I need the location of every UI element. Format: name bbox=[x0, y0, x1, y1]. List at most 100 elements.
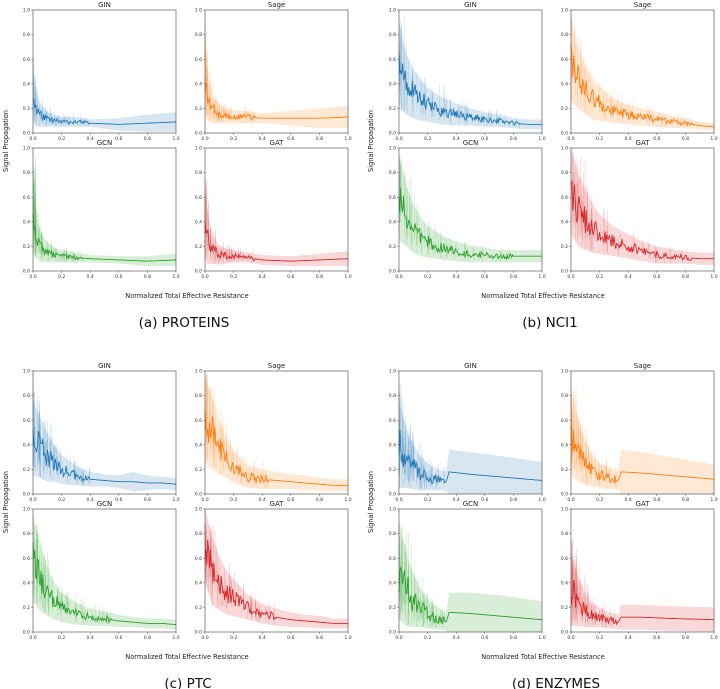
x-axis-label: Normalized Total Effective Resistance bbox=[125, 653, 248, 661]
subplot-gcn: GCN 0.0 0.2 0.4 0.6 0.8 1.0 0.0 0.2 0.4 0.6 0.8 1.0 bbox=[389, 500, 546, 641]
y-tick-label: 0.4 bbox=[195, 580, 202, 586]
x-tick-label: 0.6 bbox=[115, 136, 122, 142]
confidence-band bbox=[399, 22, 542, 130]
subplot-sage: Sage 0.0 0.2 0.4 0.6 0.8 1.0 0.0 0.2 0.4 0.6 0.8 1.0 bbox=[561, 362, 718, 503]
x-tick-label: 0.2 bbox=[596, 136, 603, 142]
y-tick-label: 0.2 bbox=[561, 605, 568, 611]
subplot-gin: GIN 0.0 0.2 0.4 0.6 0.8 1.0 0.0 0.2 0.4 0.6 0.8 1.0 bbox=[389, 362, 546, 503]
y-tick-label: 0.8 bbox=[389, 531, 396, 537]
x-tick-label: 0.4 bbox=[625, 635, 632, 641]
x-tick-label: 0.0 bbox=[567, 635, 574, 641]
y-tick-label: 0.6 bbox=[561, 556, 568, 562]
x-tick-label: 1.0 bbox=[172, 274, 179, 280]
subplot-title: GAT bbox=[270, 500, 285, 508]
noise-spikes bbox=[204, 373, 269, 489]
y-tick-label: 0.0 bbox=[561, 630, 568, 636]
subplot-title: Sage bbox=[268, 362, 285, 370]
confidence-band bbox=[205, 509, 348, 629]
x-tick-label: 1.0 bbox=[172, 635, 179, 641]
x-tick-label: 0.6 bbox=[653, 274, 660, 280]
x-tick-label: 0.4 bbox=[625, 274, 632, 280]
panel-caption: (a) PROTEINS bbox=[139, 315, 230, 331]
x-tick-label: 0.4 bbox=[87, 497, 94, 503]
x-tick-label: 0.4 bbox=[453, 635, 460, 641]
y-tick-label: 0.0 bbox=[561, 269, 568, 275]
panel-caption: (c) PTC bbox=[164, 676, 211, 689]
plot-frame bbox=[204, 508, 349, 633]
subplot-gat: GAT 0.0 0.2 0.4 0.6 0.8 1.0 0.0 0.2 0.4 0.6 0.8 1.0 bbox=[561, 139, 718, 280]
y-tick-label: 1.0 bbox=[23, 369, 30, 375]
y-tick-label: 0.8 bbox=[195, 32, 202, 38]
x-tick-label: 0.4 bbox=[87, 274, 94, 280]
subplot-sage: Sage 0.0 0.2 0.4 0.6 0.8 1.0 0.0 0.2 0.4 0.6 0.8 1.0 bbox=[195, 362, 352, 503]
confidence-band bbox=[399, 154, 542, 263]
confidence-band bbox=[33, 401, 176, 492]
y-tick-label: 0.4 bbox=[389, 442, 396, 448]
subplot-title: Sage bbox=[634, 362, 651, 370]
mean-line bbox=[570, 45, 714, 128]
x-tick-label: 0.8 bbox=[682, 497, 689, 503]
x-tick-label: 1.0 bbox=[710, 497, 717, 503]
x-tick-label: 0.6 bbox=[115, 497, 122, 503]
panel-proteins: (a) PROTEINS Normalized Total Effective … bbox=[2, 110, 249, 331]
y-tick-label: 0.8 bbox=[561, 393, 568, 399]
plot-frame bbox=[570, 9, 715, 134]
y-tick-label: 0.4 bbox=[195, 442, 202, 448]
x-tick-label: 1.0 bbox=[538, 635, 545, 641]
noise-spikes bbox=[398, 383, 445, 490]
x-tick-label: 0.2 bbox=[230, 497, 237, 503]
x-tick-label: 0.6 bbox=[481, 136, 488, 142]
x-tick-label: 1.0 bbox=[538, 136, 545, 142]
y-tick-label: 0.8 bbox=[561, 531, 568, 537]
subplot-title: GAT bbox=[270, 139, 285, 147]
x-tick-label: 0.2 bbox=[424, 274, 431, 280]
y-tick-label: 0.4 bbox=[561, 442, 568, 448]
y-tick-label: 0.2 bbox=[389, 106, 396, 112]
subplot-title: GIN bbox=[98, 1, 111, 9]
y-tick-label: 0.4 bbox=[23, 442, 30, 448]
x-tick-label: 0.0 bbox=[29, 274, 36, 280]
y-tick-label: 0.2 bbox=[195, 605, 202, 611]
confidence-band bbox=[33, 515, 176, 630]
x-tick-label: 1.0 bbox=[172, 497, 179, 503]
x-tick-label: 0.4 bbox=[87, 635, 94, 641]
x-tick-label: 0.4 bbox=[87, 136, 94, 142]
y-tick-label: 0.0 bbox=[23, 492, 30, 498]
y-tick-label: 0.6 bbox=[23, 556, 30, 562]
x-tick-label: 0.2 bbox=[230, 635, 237, 641]
x-tick-label: 0.0 bbox=[201, 274, 208, 280]
subplot-gat: GAT 0.0 0.2 0.4 0.6 0.8 1.0 0.0 0.2 0.4 0.6 0.8 1.0 bbox=[195, 139, 352, 280]
y-tick-label: 0.6 bbox=[23, 418, 30, 424]
x-tick-label: 0.0 bbox=[29, 136, 36, 142]
mean-line bbox=[570, 180, 714, 261]
y-tick-label: 0.0 bbox=[561, 131, 568, 137]
y-tick-label: 0.6 bbox=[23, 195, 30, 201]
x-tick-label: 0.0 bbox=[201, 136, 208, 142]
y-tick-label: 0.2 bbox=[389, 244, 396, 250]
x-axis-label: Normalized Total Effective Resistance bbox=[481, 653, 604, 661]
noise-spikes bbox=[204, 25, 255, 124]
confidence-band bbox=[33, 178, 176, 267]
confidence-band bbox=[399, 521, 542, 632]
y-tick-label: 0.6 bbox=[195, 195, 202, 201]
y-tick-label: 0.2 bbox=[23, 106, 30, 112]
y-tick-label: 0.6 bbox=[561, 57, 568, 63]
x-tick-label: 1.0 bbox=[710, 274, 717, 280]
y-tick-label: 0.6 bbox=[389, 195, 396, 201]
x-tick-label: 0.0 bbox=[395, 274, 402, 280]
x-axis-label: Normalized Total Effective Resistance bbox=[125, 292, 248, 300]
subplot-title: GCN bbox=[463, 139, 479, 147]
y-tick-label: 0.0 bbox=[195, 269, 202, 275]
x-tick-label: 0.8 bbox=[682, 274, 689, 280]
y-tick-label: 0.2 bbox=[561, 106, 568, 112]
mean-line bbox=[204, 540, 348, 624]
x-tick-label: 0.4 bbox=[453, 136, 460, 142]
x-tick-label: 0.4 bbox=[259, 497, 266, 503]
y-tick-label: 0.8 bbox=[23, 170, 30, 176]
x-tick-label: 0.2 bbox=[424, 497, 431, 503]
x-tick-label: 1.0 bbox=[710, 136, 717, 142]
y-tick-label: 0.2 bbox=[389, 605, 396, 611]
subplot-gcn: GCN 0.0 0.2 0.4 0.6 0.8 1.0 0.0 0.2 0.4 0.6 0.8 1.0 bbox=[23, 500, 180, 641]
x-tick-label: 0.8 bbox=[316, 497, 323, 503]
x-tick-label: 0.4 bbox=[453, 497, 460, 503]
